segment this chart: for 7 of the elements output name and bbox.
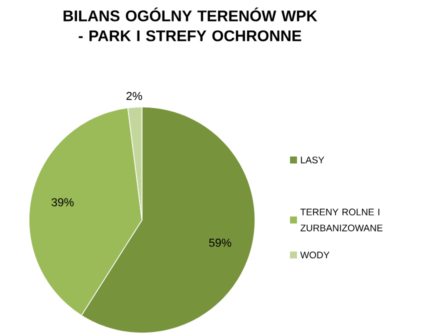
data-label: 59% xyxy=(209,238,232,247)
legend-label: WODY xyxy=(300,252,330,258)
legend-label: LASY xyxy=(300,156,324,164)
data-label: 39% xyxy=(52,198,74,206)
legend-label: TERENY ROLNE I ZURBANIZOWANE xyxy=(300,208,383,232)
chart-title: BILANS OGÓLNY TERENÓW WPK - PARK I STREFY OCHRONNE xyxy=(64,8,318,42)
data-label: 2% xyxy=(126,92,142,100)
